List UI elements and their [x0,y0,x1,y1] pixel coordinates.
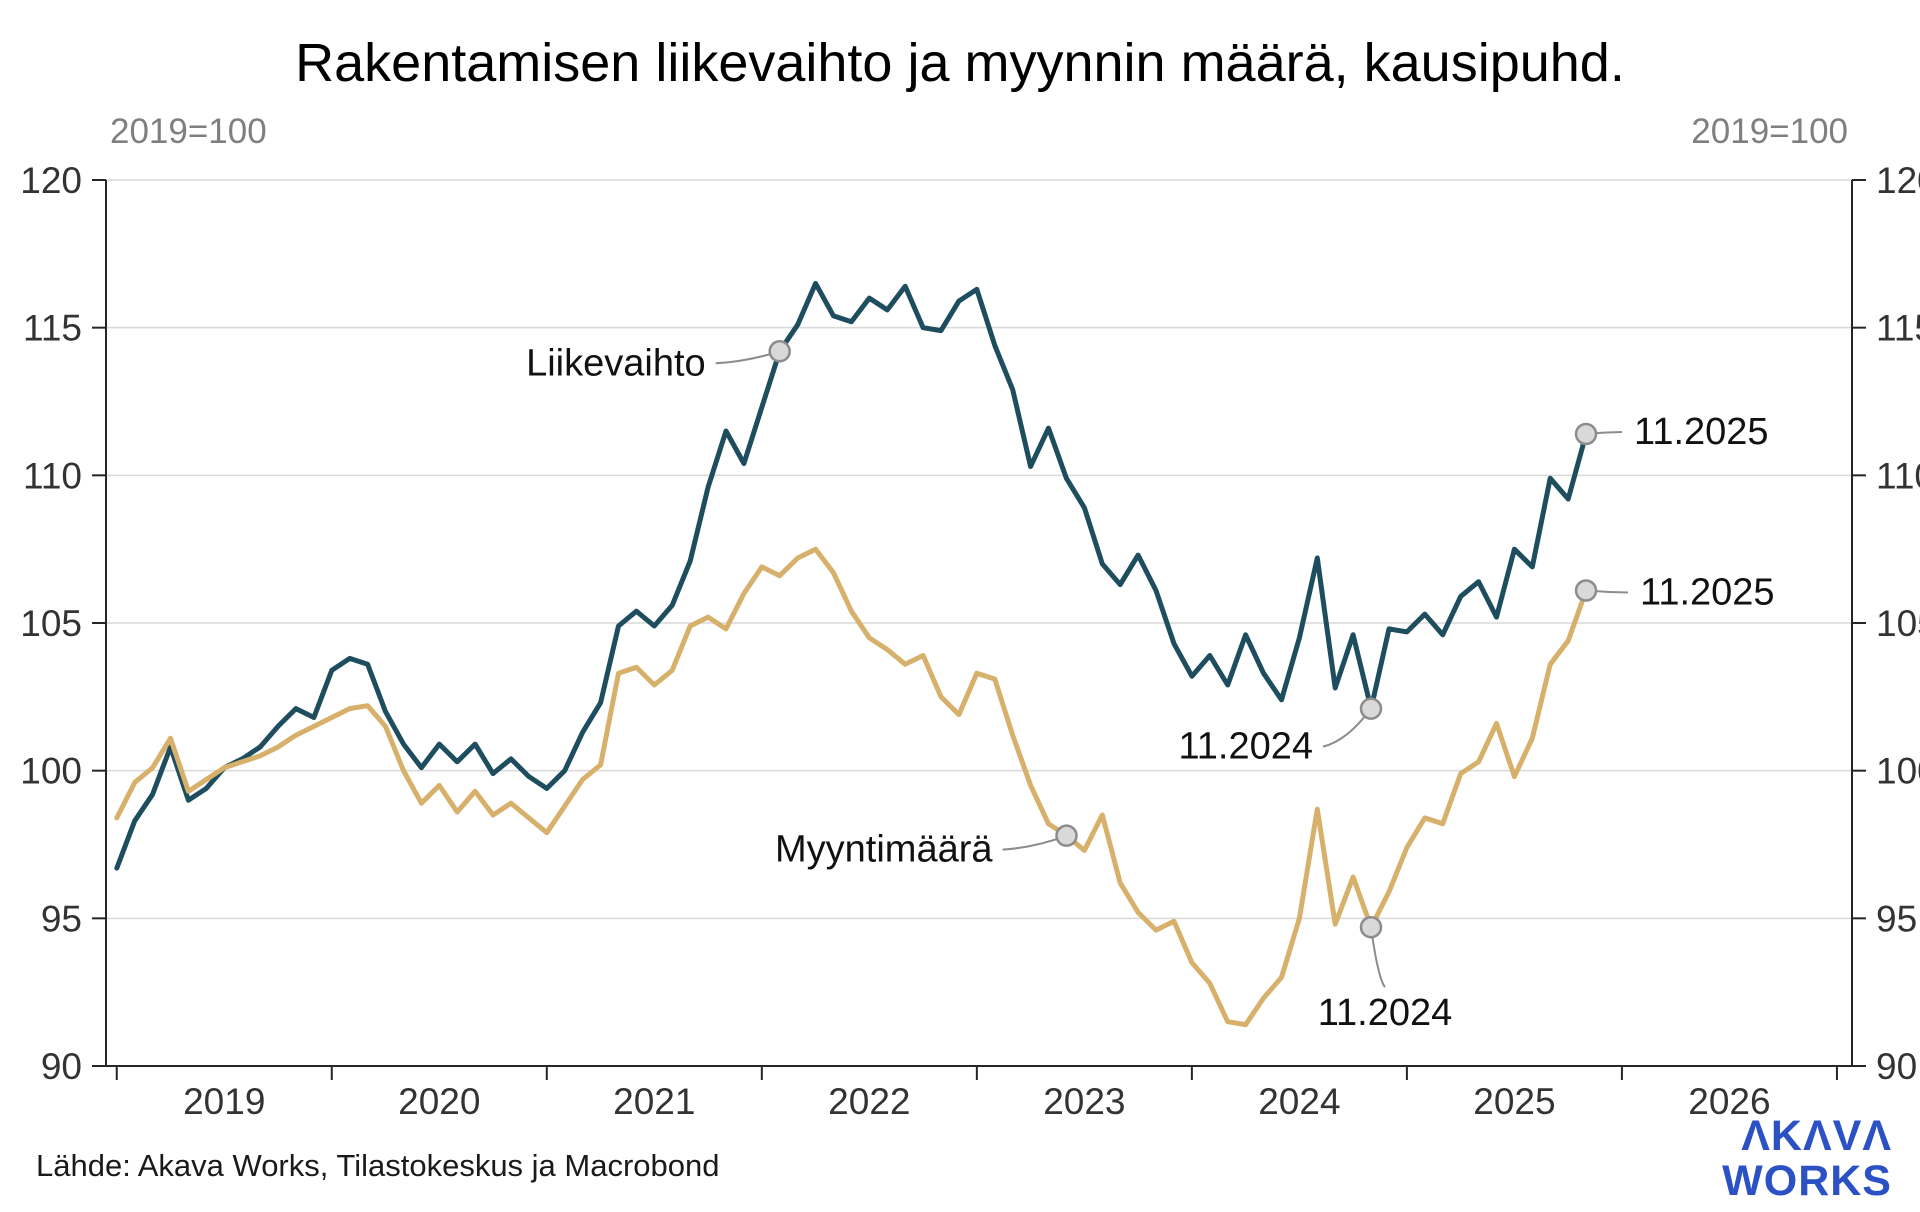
annotation-label: Liikevaihto [526,342,706,384]
right-y-tick-label: 110 [1876,455,1920,496]
annotation-label: 11.2024 [1178,726,1313,768]
x-tick-label: 2023 [1043,1081,1125,1122]
right-y-tick-label: 95 [1876,898,1917,939]
left-y-tick-label: 90 [41,1046,82,1087]
left-y-tick-label: 120 [20,160,82,201]
x-tick-label: 2026 [1688,1081,1770,1122]
left-y-tick-label: 100 [20,751,82,792]
annotation-marker [1359,697,1383,720]
x-tick-label: 2020 [398,1081,480,1122]
left-y-tick-label: 115 [23,308,82,349]
annotation-marker [768,340,791,363]
right-y-tick-label: 115 [1876,308,1920,349]
series-line-liikevaihto [114,280,1589,871]
annotation-marker [1359,915,1383,939]
right-axis-unit-note: 2019=100 [1691,112,1848,151]
annotation-marker [1574,579,1598,602]
series-line-myyntimäärä [114,546,1589,1028]
right-y-tick-label: 120 [1876,160,1920,201]
left-y-tick-label: 105 [20,603,82,644]
left-y-tick-label: 110 [23,455,82,496]
annotation-label: 11.2024 [1318,992,1453,1034]
akava-works-logo: ΛKΛVΛ WORKS [1722,1114,1892,1203]
x-tick-label: 2024 [1258,1081,1340,1122]
annotation-label: Myyntimäärä [775,829,993,871]
x-tick-label: 2021 [613,1081,695,1122]
right-y-tick-label: 105 [1876,603,1920,644]
annotation-marker [1055,824,1078,847]
source-note: Lähde: Akava Works, Tilastokeskus ja Mac… [36,1148,720,1183]
left-axis-unit-note: 2019=100 [110,112,267,151]
x-tick-label: 2022 [828,1081,910,1122]
logo-line-works: WORKS [1722,1156,1892,1205]
right-y-tick-label: 90 [1876,1046,1917,1087]
x-tick-label: 2019 [183,1081,265,1122]
annotation-marker [1574,422,1598,446]
annotation-label: 11.2025 [1634,411,1769,453]
logo-line-akava: ΛKΛVΛ [1741,1112,1892,1160]
chart-title: Rakentamisen liikevaihto ja myynnin määr… [295,33,1625,93]
right-y-tick-label: 100 [1876,751,1920,792]
annotation-label: 11.2025 [1640,572,1775,614]
left-y-tick-label: 95 [41,898,82,939]
x-tick-label: 2025 [1473,1081,1555,1122]
